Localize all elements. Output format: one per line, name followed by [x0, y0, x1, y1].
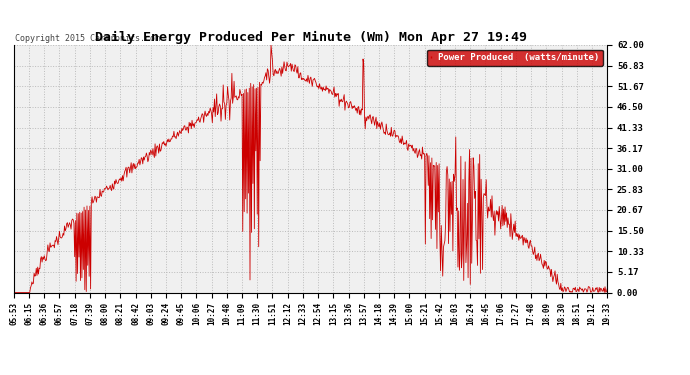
- Legend: Power Produced  (watts/minute): Power Produced (watts/minute): [427, 50, 602, 66]
- Text: Copyright 2015 Cartronics.com: Copyright 2015 Cartronics.com: [15, 33, 160, 42]
- Title: Daily Energy Produced Per Minute (Wm) Mon Apr 27 19:49: Daily Energy Produced Per Minute (Wm) Mo…: [95, 31, 526, 44]
